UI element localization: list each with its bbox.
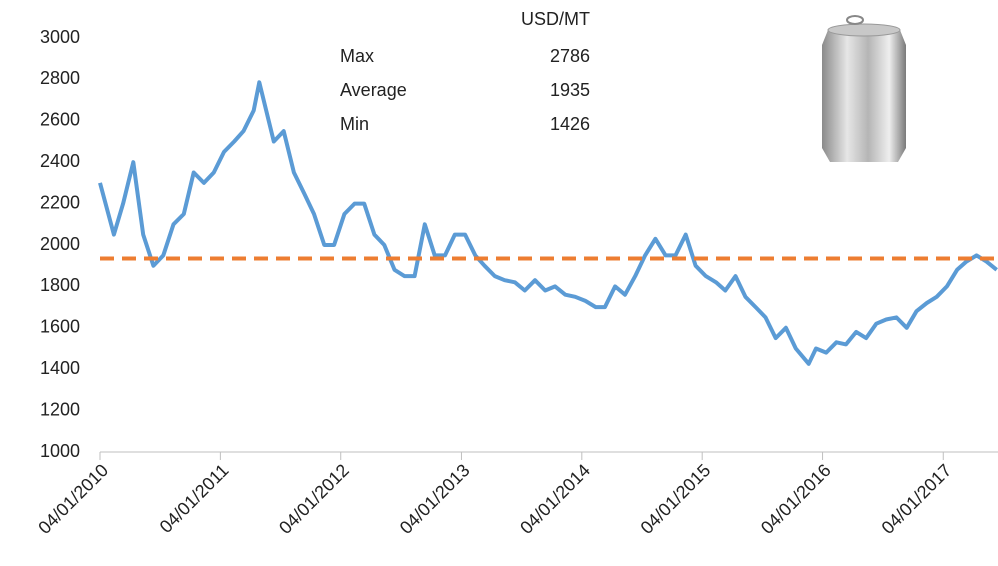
- x-tick-label: 04/01/2013: [396, 460, 474, 538]
- annotation-header: USD/MT: [521, 9, 590, 29]
- y-tick-label: 1800: [40, 275, 80, 295]
- annotation-value: 1935: [550, 80, 590, 100]
- y-tick-label: 1400: [40, 358, 80, 378]
- can-image: [822, 16, 906, 162]
- y-tick-label: 2200: [40, 192, 80, 212]
- annotation-value: 2786: [550, 46, 590, 66]
- x-tick-label: 04/01/2010: [34, 460, 112, 538]
- x-tick-label: 04/01/2011: [156, 460, 233, 537]
- annotation-label: Min: [340, 114, 369, 134]
- x-tick-label: 04/01/2016: [757, 460, 835, 538]
- annotation-label: Average: [340, 80, 407, 100]
- x-tick-label: 04/01/2017: [878, 460, 956, 538]
- x-tick-label: 04/01/2015: [637, 460, 715, 538]
- y-tick-label: 2000: [40, 234, 80, 254]
- x-tick-label: 04/01/2014: [516, 460, 594, 538]
- y-tick-label: 2400: [40, 151, 80, 171]
- y-tick-label: 1000: [40, 441, 80, 461]
- annotation-value: 1426: [550, 114, 590, 134]
- y-tick-label: 3000: [40, 27, 80, 47]
- x-tick-label: 04/01/2012: [275, 460, 353, 538]
- y-tick-label: 2800: [40, 68, 80, 88]
- y-tick-label: 1200: [40, 399, 80, 419]
- chart: 1000 1200 1400 1600 1800 2000 2200 2400 2600 2800…: [0, 0, 998, 566]
- y-tick-label: 1600: [40, 317, 80, 337]
- annotation-label: Max: [340, 46, 374, 66]
- y-tick-label: 2600: [40, 110, 80, 130]
